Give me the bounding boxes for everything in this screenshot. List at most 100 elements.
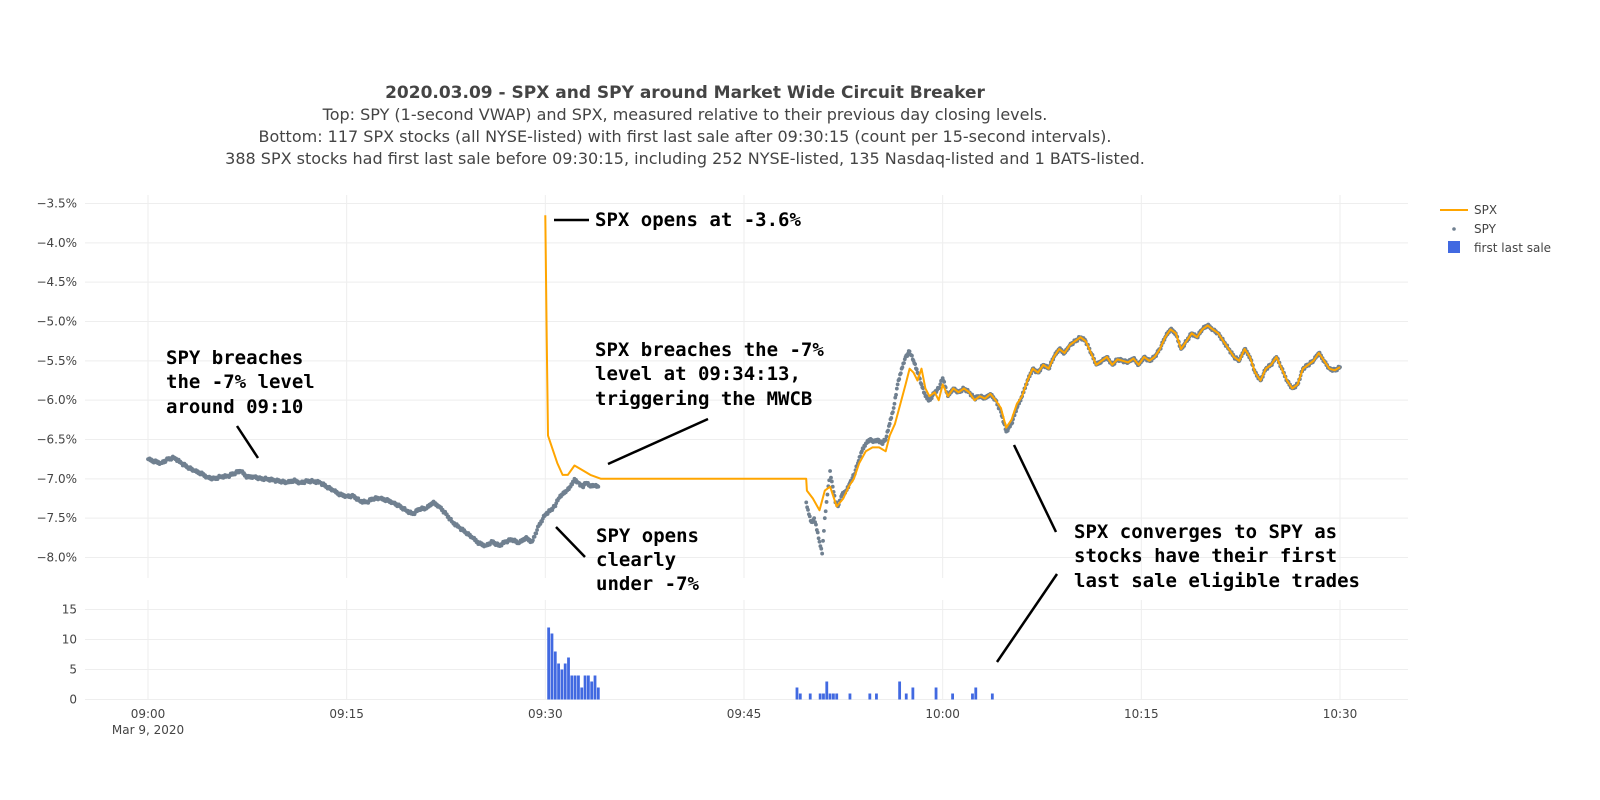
- annotation-converge: SPX converges to SPY as stocks have thei…: [1074, 521, 1360, 592]
- legend-item-spx[interactable]: SPX: [1440, 203, 1497, 217]
- first-last-sale-bar: [825, 681, 829, 700]
- spy-point: [913, 362, 918, 367]
- spy-point: [812, 516, 817, 521]
- legend-label-first-last-sale: first last sale: [1474, 241, 1551, 255]
- legend-item-spy[interactable]: SPY: [1452, 222, 1497, 236]
- spy-point: [535, 528, 539, 532]
- spy-point: [892, 401, 897, 406]
- spy-point: [830, 484, 835, 489]
- x-tick-label: 10:00: [925, 707, 960, 721]
- subtitle-line-1: Top: SPY (1-second VWAP) and SPX, measur…: [322, 105, 1048, 124]
- spy-point: [894, 392, 898, 397]
- spy-point: [890, 410, 895, 415]
- spy-point: [907, 349, 912, 354]
- bottom-y-tick-label: 10: [62, 633, 77, 647]
- first-last-sale-bar: [822, 693, 825, 700]
- spy-point: [449, 516, 453, 521]
- x-date-label: Mar 9, 2020: [112, 723, 184, 737]
- spy-point: [1010, 421, 1015, 425]
- first-last-sale-bar: [934, 687, 938, 700]
- top-y-tick-label: −4.5%: [36, 275, 77, 289]
- legend[interactable]: SPX SPY first last sale: [1440, 203, 1551, 255]
- top-y-tick-label: −4.0%: [36, 236, 77, 250]
- spy-point: [914, 367, 919, 372]
- annotation-spx-opens: SPX opens at -3.6%: [595, 209, 801, 231]
- spy-point: [821, 538, 825, 543]
- legend-swatch-first-last-sale: [1448, 241, 1460, 253]
- annotation-arrow-spy-breach: [235, 425, 260, 459]
- spy-point: [823, 509, 828, 514]
- first-last-sale-bar: [573, 675, 577, 700]
- spy-point: [895, 382, 900, 387]
- first-last-sale-bar: [596, 687, 600, 700]
- spy-point: [814, 522, 818, 527]
- annotation-arrow-spy-opens: [555, 526, 586, 558]
- spy-point: [532, 534, 537, 539]
- first-last-sale-bar: [990, 693, 994, 700]
- x-tick-label: 10:15: [1124, 707, 1159, 721]
- spy-point: [884, 434, 889, 439]
- x-axis: 09:00 09:15 09:30 09:45 10:00 10:15 10:30 Mar 9…: [112, 707, 1357, 737]
- first-last-sale-bars: [547, 627, 994, 700]
- spy-point: [531, 538, 535, 543]
- first-last-sale-bar: [570, 675, 574, 700]
- legend-item-first-last-sale[interactable]: first last sale: [1448, 241, 1551, 255]
- annotation-converge-line-1: SPX converges to SPY as: [1074, 521, 1337, 543]
- first-last-sale-bar: [563, 663, 567, 700]
- spy-point: [910, 353, 914, 358]
- legend-label-spy: SPY: [1474, 222, 1497, 236]
- annotation-spy-opens-line-1: SPY opens: [596, 525, 699, 547]
- spy-point: [825, 492, 830, 497]
- first-last-sale-bar: [567, 657, 570, 700]
- spy-point: [829, 479, 834, 484]
- first-last-sale-bar: [875, 693, 878, 700]
- annotation-spy-breach-line-1: SPY breaches: [166, 347, 303, 369]
- first-last-sale-bar: [547, 627, 551, 700]
- first-last-sale-bar: [832, 693, 835, 700]
- first-last-sale-bar: [808, 693, 812, 700]
- annotation-spy-opens-line-2: clearly: [596, 549, 676, 571]
- top-y-tick-label: −7.0%: [36, 472, 77, 486]
- subtitle-line-2: Bottom: 117 SPX stocks (all NYSE-listed)…: [259, 127, 1112, 146]
- spy-point: [889, 416, 894, 420]
- x-tick-label: 09:15: [329, 707, 364, 721]
- annotation-spy-breach: SPY breaches the -7% level around 09:10: [166, 347, 326, 418]
- first-last-sale-bar: [828, 693, 832, 700]
- first-last-sale-bar: [951, 693, 954, 700]
- spy-point: [942, 379, 947, 384]
- annotation-spx-breach-line-1: SPX breaches the -7%: [595, 339, 824, 361]
- spy-point: [540, 519, 544, 524]
- spy-point: [804, 500, 809, 505]
- spy-point: [534, 531, 539, 536]
- top-y-tick-label: −5.0%: [36, 315, 77, 329]
- annotation-arrow-converge-upper: [1012, 444, 1058, 533]
- spy-point: [938, 382, 943, 387]
- first-last-sale-bar: [577, 675, 580, 700]
- spy-point: [822, 529, 826, 533]
- top-y-tick-label: −6.0%: [36, 393, 77, 407]
- annotation-spy-opens: SPY opens clearly under -7%: [596, 525, 710, 595]
- bottom-panel-grid: [85, 609, 1408, 700]
- first-last-sale-bar: [848, 693, 852, 700]
- first-last-sale-bar: [974, 687, 978, 700]
- spx-series: [544, 215, 1341, 512]
- spy-point: [886, 428, 890, 433]
- spy-point: [894, 386, 899, 391]
- annotation-spx-opens-line-1: SPX opens at -3.6%: [595, 209, 801, 231]
- subtitle-line-3: 388 SPX stocks had first last sale befor…: [225, 149, 1145, 168]
- first-last-sale-bar: [798, 693, 802, 700]
- first-last-sale-bar: [557, 663, 560, 700]
- x-tick-label: 09:00: [131, 707, 166, 721]
- top-panel-grid: [85, 203, 1408, 558]
- first-last-sale-bar: [795, 687, 799, 700]
- first-last-sale-bar: [583, 675, 587, 700]
- first-last-sale-bar: [550, 633, 554, 700]
- spx-line: [544, 215, 1341, 512]
- top-y-tick-label: −8.0%: [36, 551, 77, 565]
- bottom-y-axis: 0 5 10 15: [62, 603, 77, 707]
- top-y-tick-label: −6.5%: [36, 433, 77, 447]
- annotation-converge-line-2: stocks have their first: [1074, 545, 1337, 567]
- top-y-tick-label: −7.5%: [36, 511, 77, 525]
- legend-label-spx: SPX: [1474, 203, 1497, 217]
